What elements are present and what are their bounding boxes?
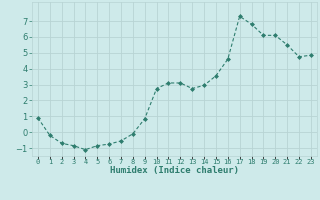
X-axis label: Humidex (Indice chaleur): Humidex (Indice chaleur) — [110, 166, 239, 175]
